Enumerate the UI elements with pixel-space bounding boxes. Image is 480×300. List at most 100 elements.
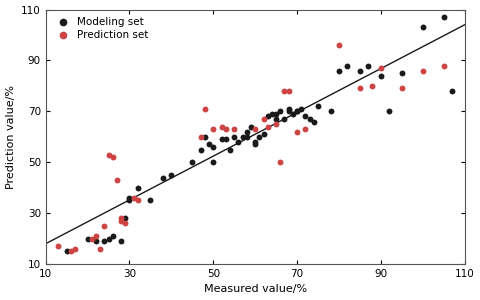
Prediction set [301, 127, 309, 132]
Modeling set [235, 140, 242, 144]
Prediction set [54, 244, 62, 249]
Prediction set [113, 178, 121, 182]
Modeling set [100, 239, 108, 244]
Modeling set [109, 234, 117, 239]
Modeling set [247, 124, 255, 129]
Prediction set [222, 127, 229, 132]
Prediction set [121, 221, 129, 226]
Modeling set [385, 109, 393, 114]
Prediction set [197, 134, 204, 139]
Modeling set [419, 25, 427, 30]
Prediction set [71, 246, 79, 251]
Modeling set [344, 63, 351, 68]
Prediction set [230, 127, 238, 132]
Modeling set [252, 140, 259, 144]
Modeling set [84, 236, 92, 241]
Prediction set [218, 124, 226, 129]
Modeling set [327, 109, 335, 114]
Prediction set [92, 234, 100, 239]
Modeling set [293, 109, 301, 114]
Modeling set [310, 119, 318, 124]
Modeling set [356, 68, 364, 73]
Modeling set [226, 147, 234, 152]
Prediction set [67, 249, 75, 254]
Prediction set [100, 224, 108, 228]
Prediction set [201, 106, 209, 111]
Prediction set [264, 124, 272, 129]
Modeling set [314, 104, 322, 109]
Modeling set [364, 63, 372, 68]
Modeling set [335, 68, 343, 73]
Modeling set [126, 196, 133, 200]
Modeling set [218, 137, 226, 142]
Modeling set [159, 175, 167, 180]
Modeling set [289, 112, 297, 116]
Modeling set [285, 109, 292, 114]
Prediction set [252, 127, 259, 132]
Modeling set [126, 198, 133, 203]
Prediction set [272, 122, 280, 127]
Modeling set [168, 172, 175, 177]
Modeling set [252, 142, 259, 147]
Modeling set [197, 147, 204, 152]
Prediction set [335, 43, 343, 48]
Modeling set [260, 132, 267, 136]
Prediction set [105, 152, 112, 157]
Modeling set [268, 112, 276, 116]
Modeling set [117, 239, 125, 244]
Modeling set [146, 198, 154, 203]
Modeling set [293, 109, 301, 114]
Modeling set [209, 160, 217, 165]
X-axis label: Measured value/%: Measured value/% [204, 284, 307, 294]
Prediction set [285, 88, 292, 93]
Modeling set [134, 185, 142, 190]
Prediction set [281, 88, 288, 93]
Modeling set [189, 160, 196, 165]
Modeling set [239, 134, 246, 139]
Modeling set [201, 134, 209, 139]
Modeling set [440, 15, 447, 20]
Modeling set [448, 88, 456, 93]
Prediction set [377, 66, 384, 70]
Prediction set [276, 160, 284, 165]
Prediction set [96, 246, 104, 251]
Modeling set [121, 216, 129, 220]
Prediction set [134, 198, 142, 203]
Prediction set [398, 86, 406, 91]
Modeling set [306, 117, 313, 122]
Modeling set [264, 114, 272, 119]
Y-axis label: Prediction value/%: Prediction value/% [6, 85, 15, 189]
Prediction set [293, 129, 301, 134]
Modeling set [92, 239, 100, 244]
Modeling set [222, 137, 229, 142]
Prediction set [440, 63, 447, 68]
Modeling set [105, 236, 112, 241]
Modeling set [285, 106, 292, 111]
Prediction set [356, 86, 364, 91]
Modeling set [276, 109, 284, 114]
Modeling set [398, 71, 406, 76]
Prediction set [419, 68, 427, 73]
Modeling set [209, 145, 217, 149]
Modeling set [298, 106, 305, 111]
Modeling set [272, 112, 280, 116]
Prediction set [117, 218, 125, 223]
Modeling set [63, 249, 71, 254]
Modeling set [230, 134, 238, 139]
Modeling set [205, 142, 213, 147]
Modeling set [377, 73, 384, 78]
Modeling set [281, 117, 288, 122]
Prediction set [209, 127, 217, 132]
Legend: Modeling set, Prediction set: Modeling set, Prediction set [51, 15, 150, 42]
Prediction set [260, 117, 267, 122]
Prediction set [369, 83, 376, 88]
Prediction set [117, 216, 125, 220]
Modeling set [301, 114, 309, 119]
Modeling set [243, 129, 251, 134]
Prediction set [88, 236, 96, 241]
Prediction set [130, 196, 138, 200]
Modeling set [255, 134, 263, 139]
Prediction set [109, 155, 117, 160]
Modeling set [272, 117, 280, 122]
Modeling set [243, 134, 251, 139]
